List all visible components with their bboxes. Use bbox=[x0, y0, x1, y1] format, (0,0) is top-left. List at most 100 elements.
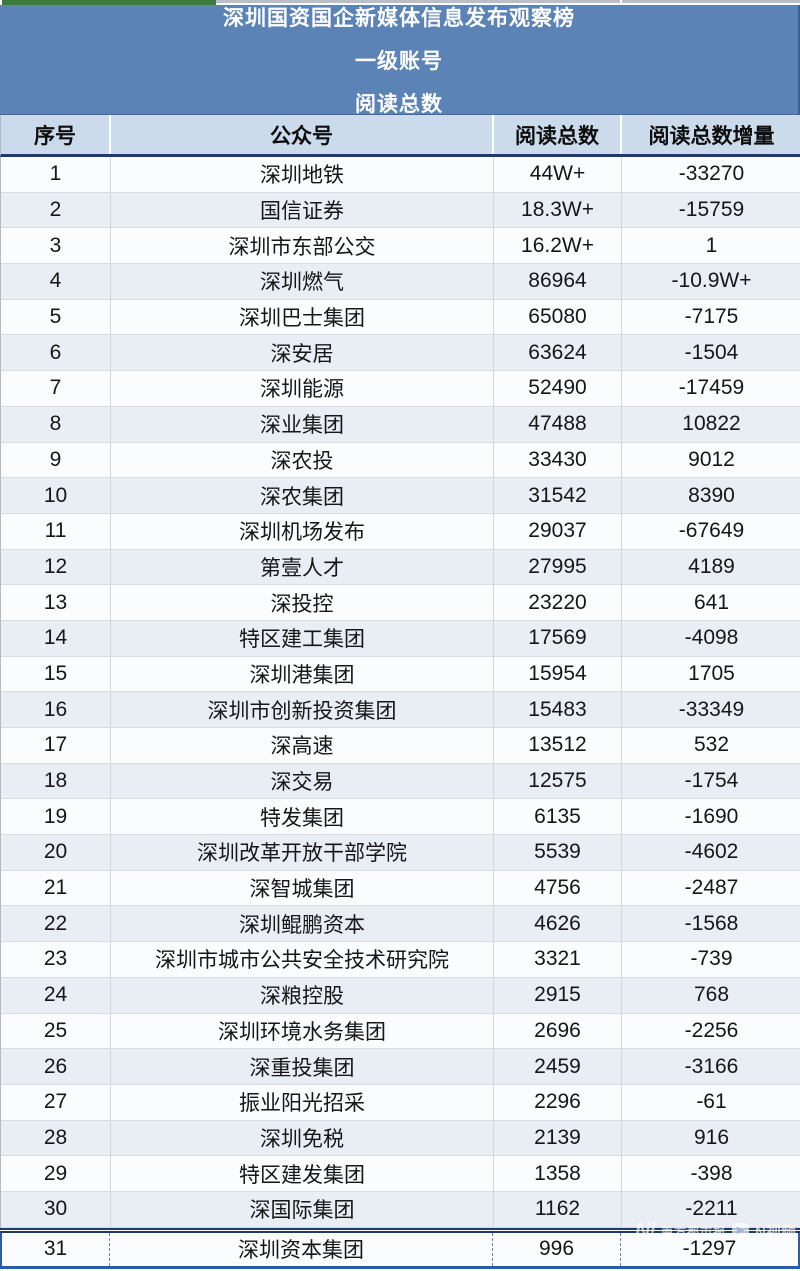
reads-cell[interactable]: 12575 bbox=[494, 763, 622, 800]
delta-cell[interactable]: -10.9W+ bbox=[622, 264, 800, 300]
reads-cell[interactable]: 5539 bbox=[494, 835, 622, 871]
reads-cell[interactable]: 15954 bbox=[494, 656, 622, 693]
seq-cell[interactable]: 26 bbox=[1, 1049, 111, 1085]
seq-cell[interactable]: 21 bbox=[1, 870, 111, 907]
reads-cell[interactable]: 33430 bbox=[494, 442, 622, 479]
delta-cell[interactable]: -4098 bbox=[622, 621, 800, 657]
reads-cell[interactable]: 44W+ bbox=[494, 157, 622, 193]
seq-cell[interactable]: 27 bbox=[1, 1084, 111, 1121]
delta-cell[interactable]: 768 bbox=[622, 978, 800, 1014]
account-cell[interactable]: 深农投 bbox=[111, 442, 494, 479]
delta-cell[interactable]: -739 bbox=[622, 942, 800, 978]
account-cell[interactable]: 深高速 bbox=[111, 728, 494, 764]
delta-cell[interactable]: -2256 bbox=[622, 1014, 800, 1050]
seq-cell[interactable]: 12 bbox=[1, 549, 111, 586]
account-cell[interactable]: 第壹人才 bbox=[111, 549, 494, 586]
account-cell[interactable]: 特发集团 bbox=[111, 799, 494, 836]
reads-cell[interactable]: 2459 bbox=[494, 1049, 622, 1085]
account-cell[interactable]: 深圳机场发布 bbox=[111, 513, 494, 550]
account-cell[interactable]: 深圳资本集团 bbox=[110, 1232, 493, 1266]
account-cell[interactable]: 国信证券 bbox=[111, 192, 494, 229]
account-cell[interactable]: 深业集团 bbox=[111, 406, 494, 443]
reads-cell[interactable]: 1358 bbox=[494, 1156, 622, 1192]
seq-cell[interactable]: 14 bbox=[1, 620, 111, 657]
delta-cell[interactable]: 1 bbox=[622, 228, 800, 265]
seq-cell[interactable]: 11 bbox=[1, 513, 111, 550]
reads-cell[interactable]: 86964 bbox=[494, 264, 622, 300]
account-cell[interactable]: 深圳市创新投资集团 bbox=[111, 692, 494, 728]
seq-cell[interactable]: 25 bbox=[1, 1013, 111, 1050]
seq-cell[interactable]: 23 bbox=[1, 942, 111, 978]
seq-cell[interactable]: 5 bbox=[1, 299, 111, 336]
delta-cell[interactable]: -3166 bbox=[622, 1049, 800, 1085]
reads-cell[interactable]: 65080 bbox=[494, 299, 622, 336]
seq-cell[interactable]: 8 bbox=[1, 406, 111, 443]
seq-cell[interactable]: 29 bbox=[1, 1156, 111, 1192]
column-header-seq[interactable]: 序号 bbox=[1, 115, 111, 154]
account-cell[interactable]: 深农集团 bbox=[111, 478, 494, 514]
reads-cell[interactable]: 23220 bbox=[494, 585, 622, 621]
seq-cell[interactable]: 20 bbox=[1, 835, 111, 871]
delta-cell[interactable]: 8390 bbox=[622, 478, 800, 514]
seq-cell[interactable]: 15 bbox=[1, 656, 111, 693]
seq-cell[interactable]: 28 bbox=[1, 1120, 111, 1157]
reads-cell[interactable]: 63624 bbox=[494, 335, 622, 372]
account-cell[interactable]: 深智城集团 bbox=[111, 870, 494, 907]
account-cell[interactable]: 深圳能源 bbox=[111, 371, 494, 407]
delta-cell[interactable]: -2487 bbox=[622, 871, 800, 907]
reads-cell[interactable]: 1162 bbox=[494, 1191, 622, 1228]
reads-cell[interactable]: 13512 bbox=[494, 728, 622, 764]
seq-cell[interactable]: 13 bbox=[1, 585, 111, 621]
reads-cell[interactable]: 996 bbox=[493, 1232, 621, 1266]
reads-cell[interactable]: 2139 bbox=[494, 1120, 622, 1157]
account-cell[interactable]: 深圳燃气 bbox=[111, 264, 494, 300]
account-cell[interactable]: 深交易 bbox=[111, 763, 494, 800]
account-cell[interactable]: 振业阳光招采 bbox=[111, 1084, 494, 1121]
delta-cell[interactable]: 532 bbox=[622, 728, 800, 764]
seq-cell[interactable]: 17 bbox=[1, 728, 111, 764]
account-cell[interactable]: 深国际集团 bbox=[111, 1191, 494, 1228]
delta-cell[interactable]: -1297 bbox=[682, 1237, 737, 1261]
reads-cell[interactable]: 4626 bbox=[494, 906, 622, 943]
seq-cell[interactable]: 3 bbox=[1, 228, 111, 265]
reads-cell[interactable]: 27995 bbox=[494, 549, 622, 586]
account-cell[interactable]: 特区建发集团 bbox=[111, 1156, 494, 1192]
delta-cell[interactable]: -2211 bbox=[622, 1192, 800, 1228]
seq-cell[interactable]: 30 bbox=[1, 1191, 111, 1228]
delta-cell[interactable]: -1754 bbox=[622, 764, 800, 800]
seq-cell[interactable]: 31 bbox=[2, 1232, 110, 1266]
reads-cell[interactable]: 18.3W+ bbox=[494, 192, 622, 229]
seq-cell[interactable]: 6 bbox=[1, 335, 111, 372]
seq-cell[interactable]: 19 bbox=[1, 799, 111, 836]
reads-cell[interactable]: 15483 bbox=[494, 692, 622, 728]
reads-cell[interactable]: 52490 bbox=[494, 371, 622, 407]
delta-cell[interactable]: -4602 bbox=[622, 835, 800, 871]
reads-cell[interactable]: 4756 bbox=[494, 870, 622, 907]
delta-cell[interactable]: -17459 bbox=[622, 371, 800, 407]
reads-cell[interactable]: 16.2W+ bbox=[494, 228, 622, 265]
delta-cell[interactable]: -67649 bbox=[622, 514, 800, 550]
delta-cell[interactable]: -15759 bbox=[622, 193, 800, 229]
account-cell[interactable]: 深粮控股 bbox=[111, 977, 494, 1014]
delta-cell[interactable]: 641 bbox=[622, 585, 800, 621]
account-cell[interactable]: 深圳地铁 bbox=[111, 157, 494, 193]
reads-cell[interactable]: 29037 bbox=[494, 513, 622, 550]
seq-cell[interactable]: 24 bbox=[1, 977, 111, 1014]
seq-cell[interactable]: 10 bbox=[1, 478, 111, 514]
delta-cell[interactable]: 4189 bbox=[622, 550, 800, 586]
delta-cell[interactable]: 916 bbox=[622, 1121, 800, 1157]
delta-cell[interactable]: -1690 bbox=[622, 799, 800, 836]
seq-cell[interactable]: 16 bbox=[1, 692, 111, 728]
account-cell[interactable]: 深圳巴士集团 bbox=[111, 299, 494, 336]
seq-cell[interactable]: 2 bbox=[1, 192, 111, 229]
column-header-delta[interactable]: 阅读总数增量 bbox=[648, 124, 775, 148]
reads-cell[interactable]: 17569 bbox=[494, 620, 622, 657]
delta-cell[interactable]: -398 bbox=[622, 1156, 800, 1192]
reads-cell[interactable]: 2296 bbox=[494, 1084, 622, 1121]
account-cell[interactable]: 特区建工集团 bbox=[111, 620, 494, 657]
account-cell[interactable]: 深安居 bbox=[111, 335, 494, 372]
delta-cell[interactable]: -7175 bbox=[622, 300, 800, 336]
seq-cell[interactable]: 7 bbox=[1, 371, 111, 407]
account-cell[interactable]: 深重投集团 bbox=[111, 1049, 494, 1085]
seq-cell[interactable]: 1 bbox=[1, 157, 111, 193]
